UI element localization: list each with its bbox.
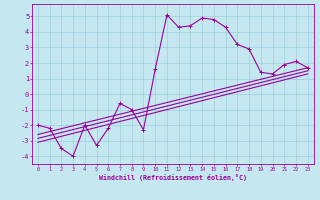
X-axis label: Windchill (Refroidissement éolien,°C): Windchill (Refroidissement éolien,°C) bbox=[99, 174, 247, 181]
